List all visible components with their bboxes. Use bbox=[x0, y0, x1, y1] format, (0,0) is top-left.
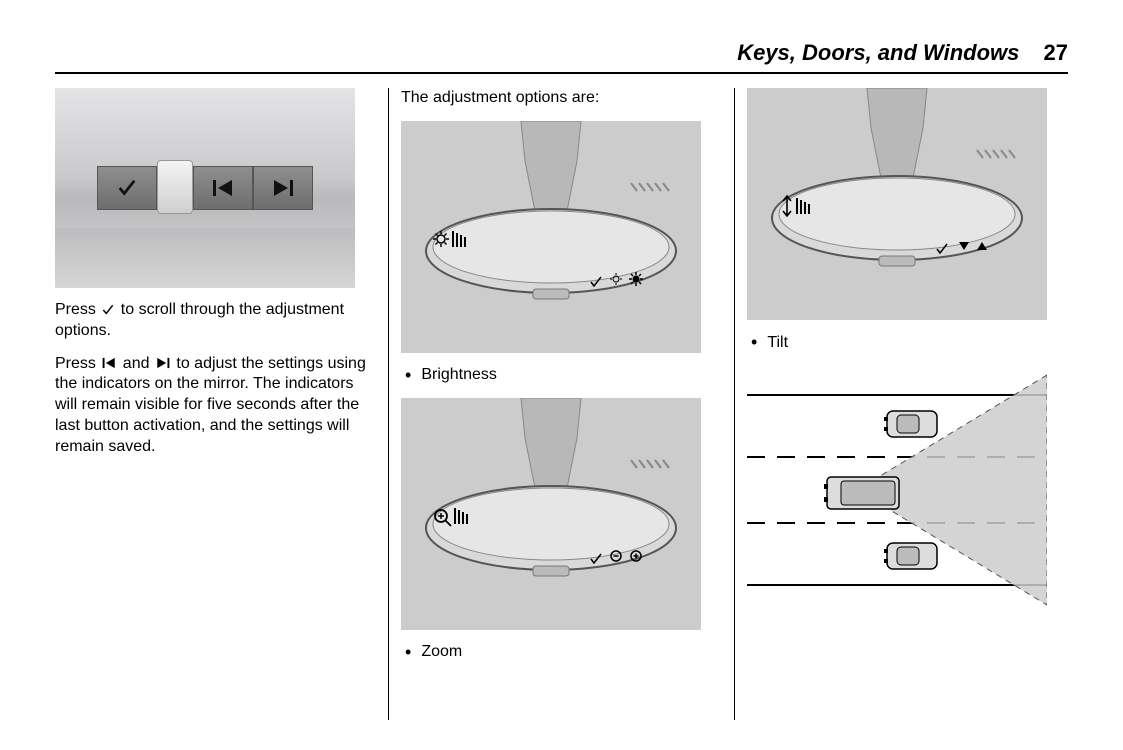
figure-view-cone bbox=[747, 365, 1047, 615]
figure-zoom bbox=[401, 398, 701, 630]
intro-text: The adjustment options are: bbox=[401, 88, 722, 109]
bullet-zoom: Zoom bbox=[401, 642, 722, 663]
column-3: Tilt bbox=[735, 88, 1068, 720]
figure-tilt bbox=[747, 88, 1047, 320]
column-1: Press to scroll through the adjustment o… bbox=[55, 88, 388, 720]
page-header: Keys, Doors, and Windows 27 bbox=[55, 40, 1068, 74]
text-fragment: Press bbox=[55, 301, 100, 318]
chapter-title: Keys, Doors, and Windows bbox=[737, 40, 1019, 65]
content-columns: Press to scroll through the adjustment o… bbox=[55, 88, 1068, 720]
para-adjust: Press and to adjust the settings using t… bbox=[55, 354, 376, 458]
column-2: The adjustment options are: bbox=[389, 88, 734, 720]
panel-next-button bbox=[253, 166, 313, 210]
bullet-label: Brightness bbox=[421, 366, 497, 384]
prev-icon bbox=[100, 356, 118, 370]
text-fragment: and bbox=[118, 355, 154, 372]
text-fragment: Press bbox=[55, 355, 100, 372]
panel-prev-button bbox=[193, 166, 253, 210]
panel-check-button bbox=[97, 166, 157, 210]
next-icon bbox=[154, 356, 172, 370]
page-number: 27 bbox=[1044, 40, 1068, 65]
bullet-label: Zoom bbox=[421, 643, 462, 661]
figure-brightness bbox=[401, 121, 701, 353]
check-icon bbox=[100, 303, 116, 317]
panel-sensor bbox=[157, 160, 193, 214]
bullet-tilt: Tilt bbox=[747, 332, 1068, 353]
bullet-brightness: Brightness bbox=[401, 365, 722, 386]
bullet-label: Tilt bbox=[767, 334, 788, 352]
para-scroll: Press to scroll through the adjustment o… bbox=[55, 300, 376, 342]
figure-button-panel bbox=[55, 88, 355, 288]
